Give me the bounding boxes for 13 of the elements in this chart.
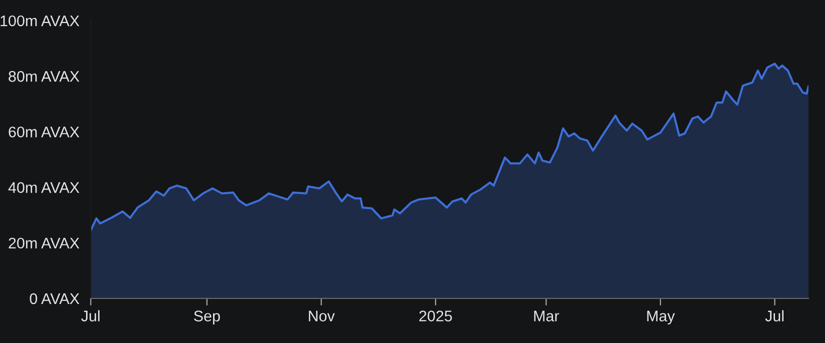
x-tick-label: Sep xyxy=(194,310,220,324)
x-tick-label: Nov xyxy=(308,310,335,322)
y-tick-label: 20m AVAX xyxy=(8,238,80,249)
y-tick-label: 80m AVAX xyxy=(8,71,80,82)
y-tick-label: 0 AVAX xyxy=(30,293,80,304)
x-tick-label: 2025 xyxy=(419,310,452,322)
x-tick-label: Mar xyxy=(534,310,560,322)
y-tick-label: 60m AVAX xyxy=(8,126,80,138)
x-tick-label: May xyxy=(647,310,675,324)
x-tick-label: Jul xyxy=(81,310,100,322)
y-tick-label: 100m AVAX xyxy=(0,15,80,26)
y-tick-label: 40m AVAX xyxy=(8,182,80,193)
x-tick-label: Jul xyxy=(765,310,784,322)
